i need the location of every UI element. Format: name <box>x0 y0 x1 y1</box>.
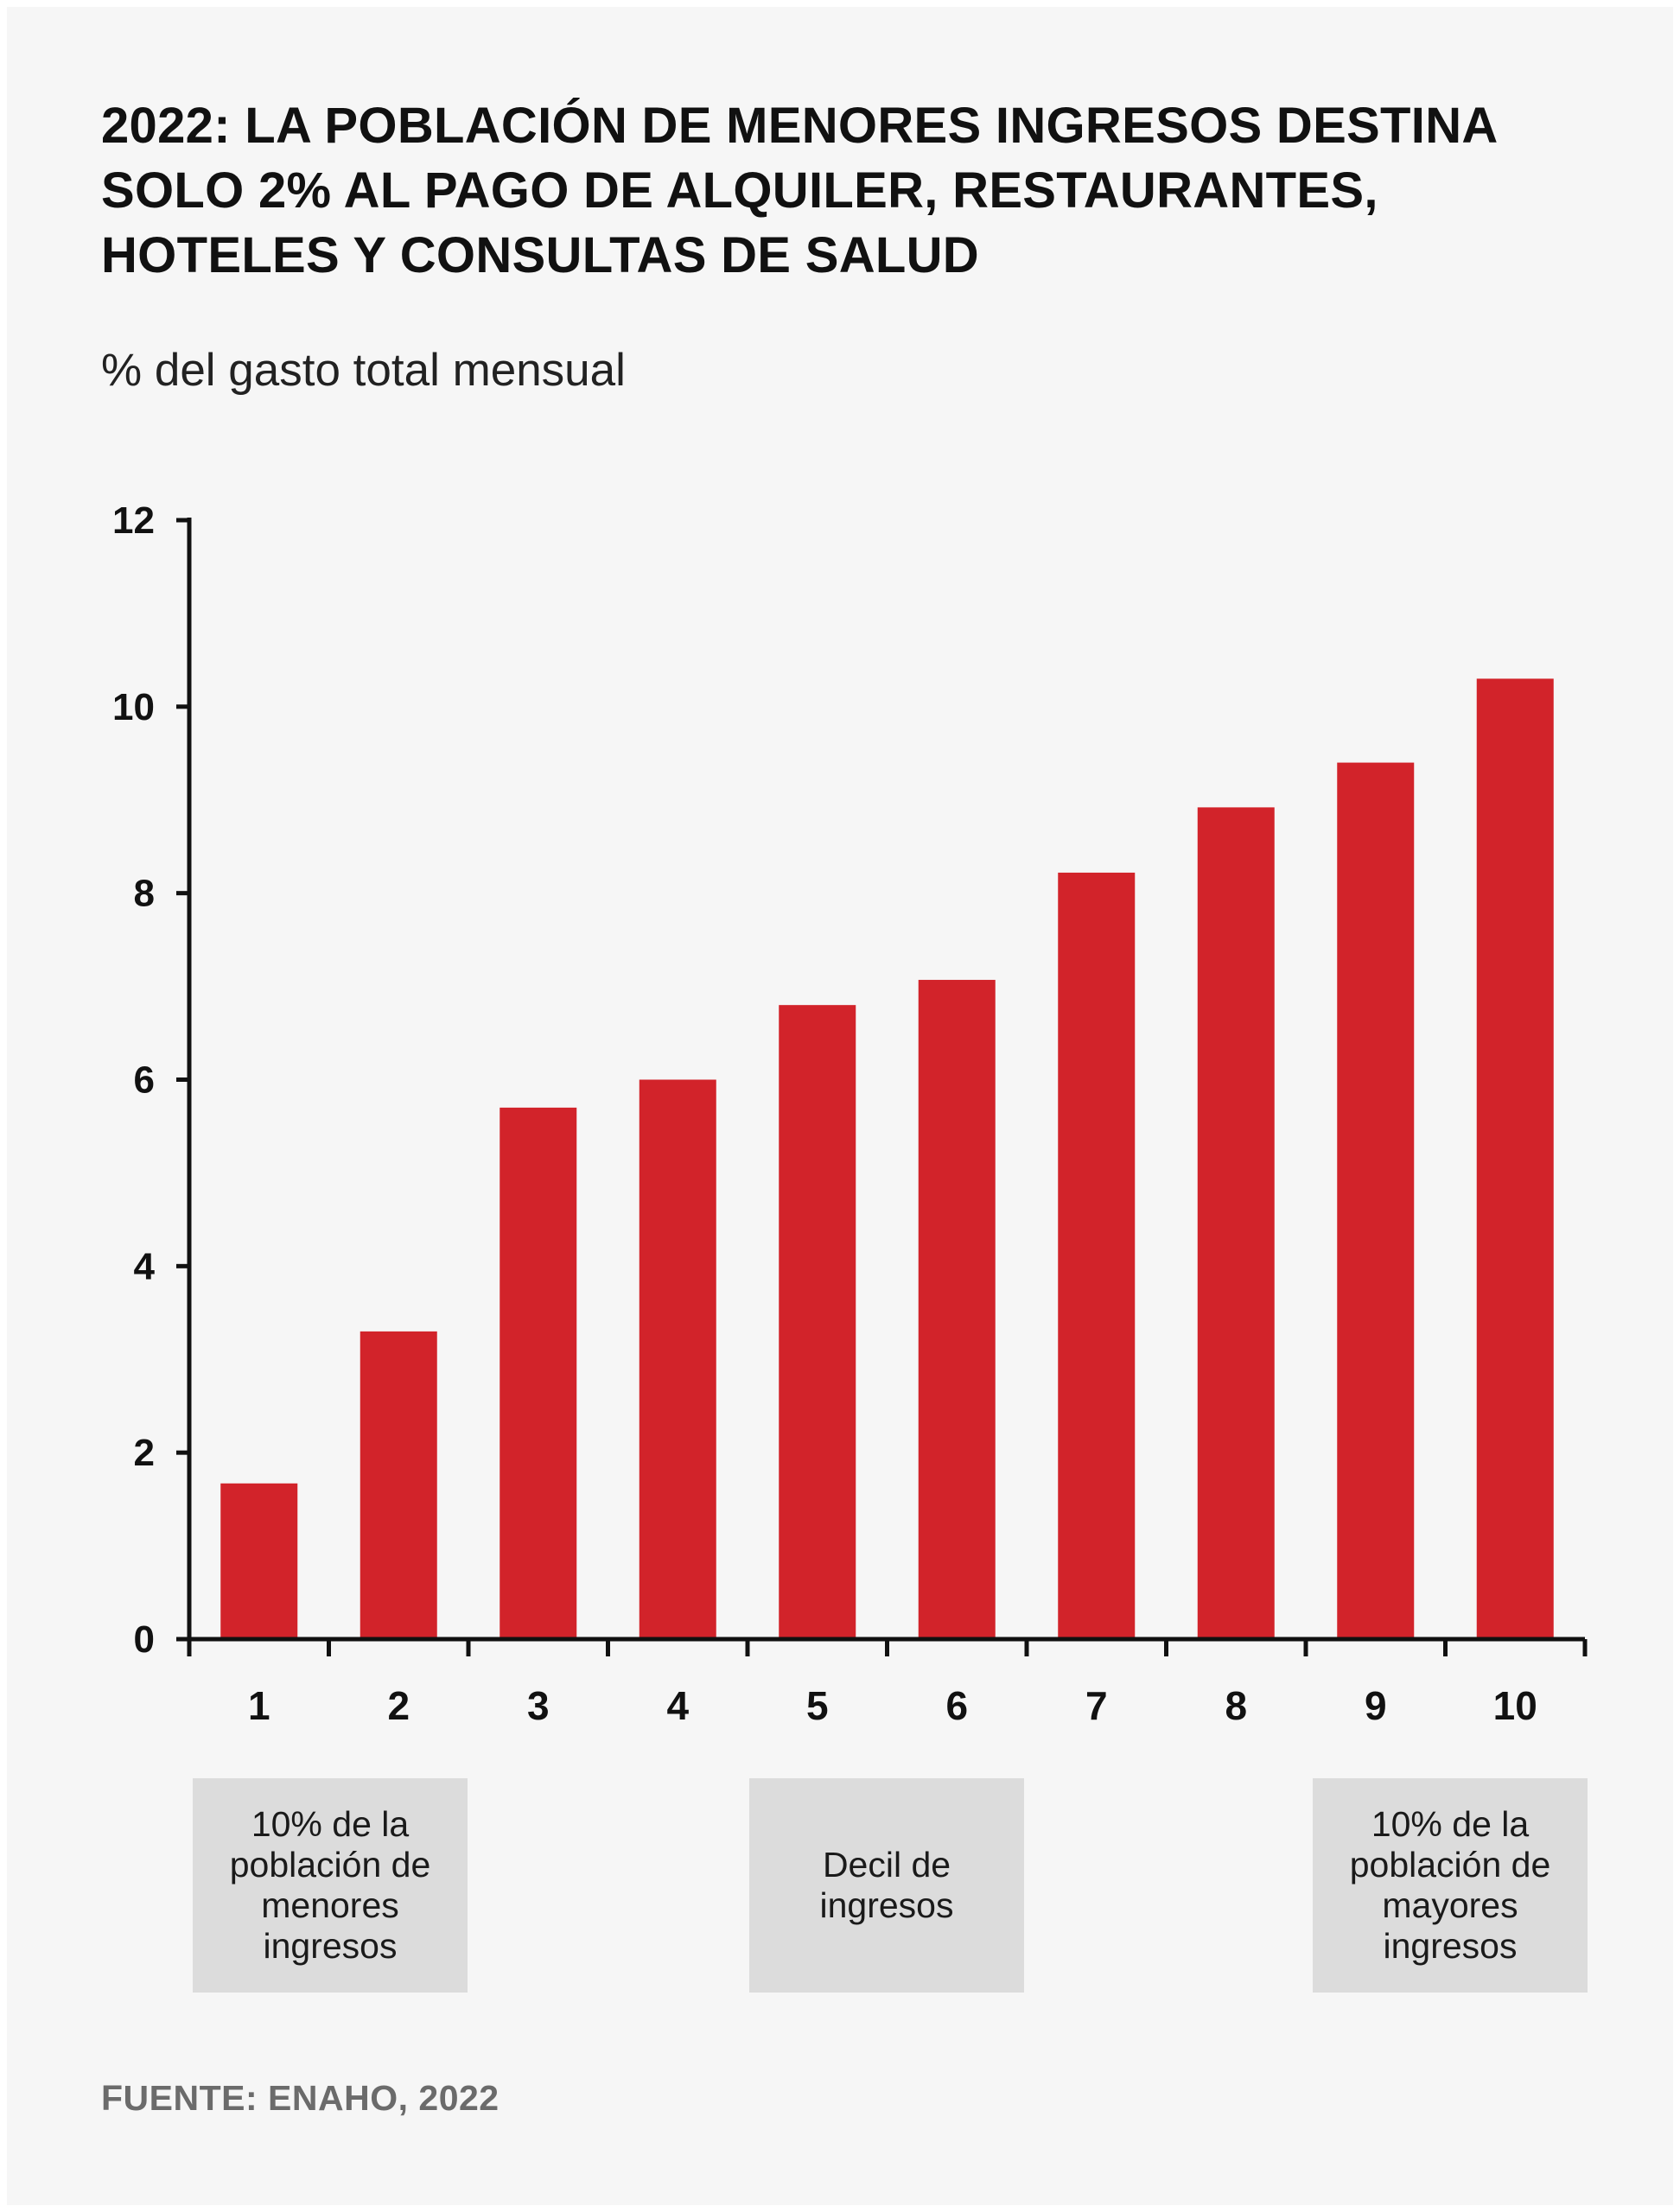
annotation-low-income-text: 10% de la población de menores ingresos <box>229 1804 431 1966</box>
y-tick-label-12: 12 <box>112 499 155 542</box>
chart-subtitle: % del gasto total mensual <box>101 345 626 396</box>
bar-decile-3 <box>500 1107 577 1639</box>
annotation-high-income-text: 10% de la población de mayores ingresos <box>1349 1804 1551 1966</box>
y-tick-label-4: 4 <box>134 1245 156 1287</box>
annotation-high-income: 10% de la población de mayores ingresos <box>1313 1778 1588 1993</box>
bar-decile-10 <box>1476 678 1554 1640</box>
annotation-income-decile-text: Decil de ingresos <box>819 1845 954 1925</box>
y-tick-label-0: 0 <box>134 1618 155 1661</box>
bar-decile-6 <box>918 980 996 1639</box>
annotation-income-decile: Decil de ingresos <box>749 1778 1024 1993</box>
bar-decile-8 <box>1197 807 1275 1639</box>
axes-group <box>176 518 1588 1656</box>
x-tick-label-8: 8 <box>1225 1683 1247 1728</box>
x-tick-label-7: 7 <box>1085 1683 1108 1728</box>
x-tick-label-1: 1 <box>248 1683 270 1728</box>
x-tick-label-2: 2 <box>387 1683 410 1728</box>
annotation-low-income: 10% de la población de menores ingresos <box>193 1778 468 1993</box>
y-tick-label-8: 8 <box>134 873 155 915</box>
x-tick-label-10: 10 <box>1493 1683 1537 1728</box>
bar-decile-4 <box>639 1079 716 1639</box>
x-tick-label-4: 4 <box>666 1683 689 1728</box>
bar-decile-5 <box>779 1005 856 1639</box>
chart-title: 2022: La población de menores ingresos d… <box>101 98 1497 283</box>
bar-decile-9 <box>1337 762 1415 1639</box>
y-tick-label-10: 10 <box>112 686 155 728</box>
bar-decile-2 <box>360 1331 437 1639</box>
bars-group <box>220 678 1554 1640</box>
x-tick-label-5: 5 <box>806 1683 829 1728</box>
y-tick-label-6: 6 <box>134 1059 155 1102</box>
source-note: FUENTE: ENAHO, 2022 <box>101 2078 500 2118</box>
y-tick-label-2: 2 <box>134 1432 155 1474</box>
x-tick-label-9: 9 <box>1365 1683 1387 1728</box>
bar-decile-1 <box>220 1483 298 1639</box>
x-tick-label-3: 3 <box>527 1683 550 1728</box>
bar-decile-7 <box>1058 872 1136 1639</box>
x-tick-label-6: 6 <box>945 1683 968 1728</box>
